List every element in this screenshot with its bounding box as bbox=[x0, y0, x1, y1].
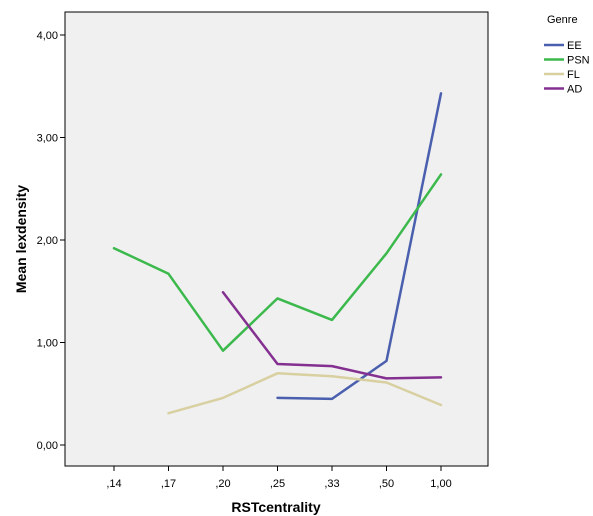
x-tick-label: ,14 bbox=[106, 478, 121, 490]
legend-label: EE bbox=[567, 40, 582, 52]
y-tick-label: 3,00 bbox=[37, 133, 58, 145]
x-tick-label: ,33 bbox=[324, 478, 339, 490]
series-line-ad bbox=[221, 291, 443, 380]
legend-label: FL bbox=[567, 69, 580, 81]
x-tick-label: ,50 bbox=[379, 478, 394, 490]
plot-area bbox=[64, 11, 489, 467]
y-axis: 0,00 1,00 2,00 3,00 4,00 bbox=[37, 30, 65, 452]
x-axis-title: RSTcentrality bbox=[231, 499, 320, 515]
legend: Genre EE PSN FL AD bbox=[544, 14, 590, 96]
legend-title: Genre bbox=[547, 14, 578, 26]
legend-label: AD bbox=[567, 84, 582, 96]
y-axis-title: Mean lexdensity bbox=[13, 185, 29, 293]
x-tick-label: ,20 bbox=[215, 478, 230, 490]
y-tick-label: 0,00 bbox=[37, 440, 58, 452]
x-tick-label: ,17 bbox=[161, 478, 176, 490]
series-lines bbox=[112, 92, 443, 415]
y-tick-label: 2,00 bbox=[37, 235, 58, 247]
x-tick-label: 1,00 bbox=[430, 478, 451, 490]
legend-label: PSN bbox=[567, 55, 590, 67]
y-tick-label: 4,00 bbox=[37, 30, 58, 42]
y-tick-label: 1,00 bbox=[37, 338, 58, 350]
series-line-psn bbox=[112, 173, 443, 352]
x-axis: ,14 ,17 ,20 ,25 ,33 ,50 1,00 bbox=[106, 466, 452, 490]
series-line-fl bbox=[167, 372, 443, 415]
x-tick-label: ,25 bbox=[270, 478, 285, 490]
